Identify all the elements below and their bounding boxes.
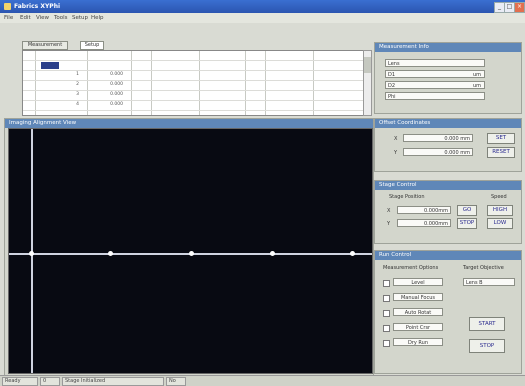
menu-bar: File Edit View Tools Setup Help bbox=[0, 13, 525, 23]
image-panel-title: Imaging Alignment View bbox=[5, 119, 373, 128]
high-speed-button[interactable]: HIGH bbox=[487, 205, 513, 216]
row-index: 3 bbox=[76, 92, 79, 97]
option-auto-rotat-checkbox[interactable] bbox=[383, 310, 390, 317]
stage-y-field[interactable]: 0.000mm bbox=[397, 219, 451, 227]
phi-field[interactable]: Phi bbox=[385, 92, 485, 100]
tab-measurement[interactable]: Measurement bbox=[22, 41, 68, 50]
row-value: 0.000 bbox=[110, 92, 123, 97]
measurement-panel: Measurement Info Lens D1 um D2 um Phi bbox=[374, 42, 522, 114]
set-button[interactable]: SET bbox=[487, 133, 515, 144]
offset-y-label: Y bbox=[394, 150, 398, 156]
tab-setup[interactable]: Setup bbox=[80, 41, 104, 50]
low-speed-button[interactable]: LOW bbox=[487, 218, 513, 229]
row-index: 2 bbox=[76, 82, 79, 87]
marker-dot bbox=[29, 251, 34, 256]
option-dry-run-checkbox[interactable] bbox=[383, 340, 390, 347]
option-manual-focus[interactable]: Manual Focus bbox=[393, 293, 443, 301]
speed-label: Speed bbox=[491, 194, 507, 200]
selected-cell[interactable] bbox=[41, 62, 59, 69]
row-index: 1 bbox=[76, 72, 79, 77]
run-stop-button[interactable]: STOP bbox=[469, 339, 505, 353]
row-value: 0.000 bbox=[110, 72, 123, 77]
marker-dot bbox=[270, 251, 275, 256]
offset-panel: Offset Coordinates X 0.000 mm Y 0.000 mm… bbox=[374, 118, 522, 172]
option-level[interactable]: Level bbox=[393, 278, 443, 286]
reset-button[interactable]: RESET bbox=[487, 147, 515, 158]
option-manual-focus-checkbox[interactable] bbox=[383, 295, 390, 302]
run-panel: Run Control Measurement Options Target O… bbox=[374, 250, 522, 374]
offset-title: Offset Coordinates bbox=[375, 119, 521, 128]
marker-dot bbox=[189, 251, 194, 256]
marker-dot bbox=[350, 251, 355, 256]
d2-field[interactable]: D2 um bbox=[385, 81, 485, 89]
stage-stop-button[interactable]: STOP bbox=[457, 218, 477, 229]
menu-tools[interactable]: Tools bbox=[54, 15, 68, 21]
target-label: Target Objective bbox=[463, 265, 504, 271]
stage-position-label: Stage Position bbox=[389, 194, 425, 200]
option-auto-rotat[interactable]: Auto Rotat bbox=[393, 308, 443, 316]
scroll-thumb[interactable] bbox=[364, 57, 371, 73]
d1-unit: um bbox=[472, 72, 481, 78]
app-icon bbox=[4, 3, 11, 10]
run-title: Run Control bbox=[375, 251, 521, 260]
menu-file[interactable]: File bbox=[4, 15, 14, 21]
window-title: Fabrics XYPhi bbox=[14, 3, 61, 10]
options-label: Measurement Options bbox=[383, 265, 439, 271]
target-select[interactable]: Lens B bbox=[463, 278, 515, 286]
title-bar: Fabrics XYPhi _ □ × bbox=[0, 0, 525, 13]
menu-help[interactable]: Help bbox=[91, 15, 104, 21]
offset-x-value: 0.000 bbox=[444, 136, 459, 142]
close-button[interactable]: × bbox=[514, 2, 525, 13]
marker-dot bbox=[108, 251, 113, 256]
measurement-title: Measurement Info bbox=[375, 43, 521, 52]
stage-title: Stage Control bbox=[375, 181, 521, 190]
d1-label: D1 bbox=[388, 72, 396, 78]
d1-field[interactable]: D1 um bbox=[385, 70, 485, 78]
offset-x-unit: mm bbox=[460, 136, 470, 142]
lens-label: Lens bbox=[388, 61, 400, 67]
stage-x-label: X bbox=[387, 208, 391, 214]
lens-field[interactable]: Lens bbox=[385, 59, 485, 67]
camera-view[interactable] bbox=[8, 128, 373, 374]
option-point-crsr-checkbox[interactable] bbox=[383, 325, 390, 332]
row-value: 0.000 bbox=[110, 82, 123, 87]
option-level-checkbox[interactable] bbox=[383, 280, 390, 287]
menu-view[interactable]: View bbox=[36, 15, 50, 21]
stage-panel: Stage Control Stage Position Speed X 0.0… bbox=[374, 180, 522, 244]
offset-x-field[interactable]: 0.000 mm bbox=[403, 134, 473, 142]
option-point-crsr[interactable]: Point Crsr bbox=[393, 323, 443, 331]
row-value: 0.000 bbox=[110, 102, 123, 107]
phi-label: Phi bbox=[388, 94, 396, 100]
offset-x-label: X bbox=[394, 136, 398, 142]
start-button[interactable]: START bbox=[469, 317, 505, 331]
d2-label: D2 bbox=[388, 83, 396, 89]
grid-scrollbar[interactable] bbox=[363, 50, 372, 116]
go-button[interactable]: GO bbox=[457, 205, 477, 216]
data-grid[interactable]: 1 0.000 2 0.000 3 0.000 4 0.000 bbox=[22, 50, 364, 116]
status-bar: Ready 0 Stage Initialized No bbox=[0, 375, 525, 386]
stage-x-field[interactable]: 0.000mm bbox=[397, 206, 451, 214]
option-dry-run[interactable]: Dry Run bbox=[393, 338, 443, 346]
menu-edit[interactable]: Edit bbox=[20, 15, 31, 21]
row-index: 4 bbox=[76, 102, 79, 107]
d2-unit: um bbox=[472, 83, 481, 89]
offset-y-value: 0.000 bbox=[444, 150, 459, 156]
offset-y-unit: mm bbox=[460, 150, 470, 156]
offset-y-field[interactable]: 0.000 mm bbox=[403, 148, 473, 156]
stage-y-label: Y bbox=[387, 221, 391, 227]
menu-setup[interactable]: Setup bbox=[72, 15, 89, 21]
